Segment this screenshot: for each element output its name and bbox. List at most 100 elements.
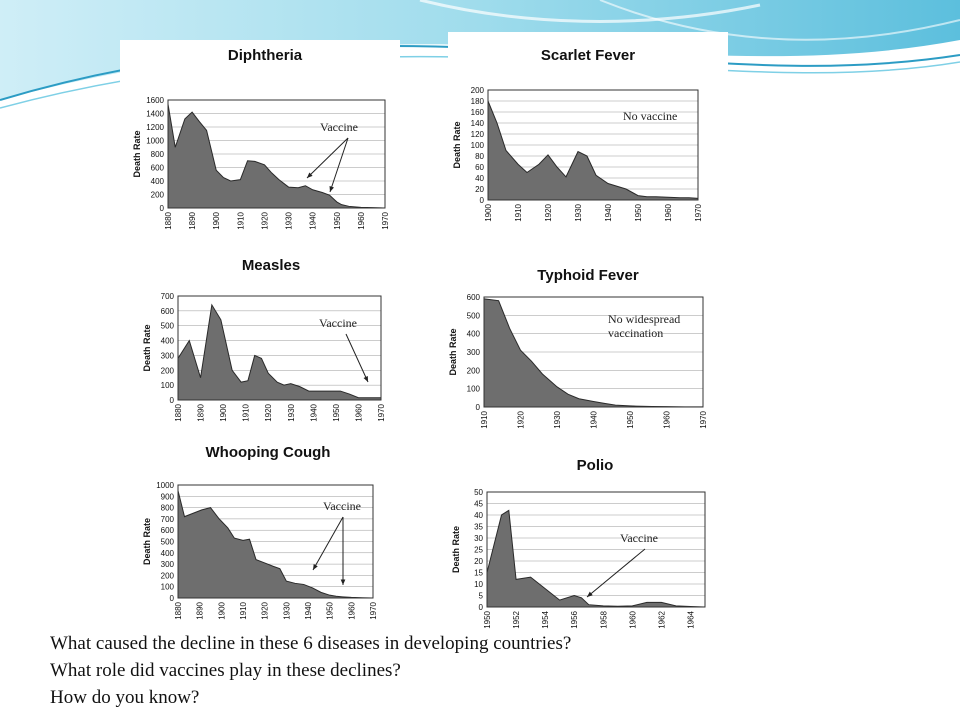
y-tick-label: 0 — [479, 603, 484, 612]
y-tick-label: 400 — [467, 330, 481, 339]
chart-title: Typhoid Fever — [537, 267, 639, 284]
y-tick-label: 160 — [471, 108, 485, 117]
x-tick-label: 1890 — [197, 403, 206, 421]
chart-annotation: Vaccine — [323, 499, 361, 513]
arrow-head — [329, 186, 334, 192]
plot-frame — [486, 491, 706, 608]
chart-typhoid-fever: Typhoid Fever 0 100 200 300 400 500 600 1910 1920… — [448, 267, 708, 429]
x-tick-label: 1910 — [514, 203, 523, 221]
y-tick-label: 100 — [467, 385, 481, 394]
y-tick-label: 0 — [480, 196, 485, 205]
y-tick-label: 10 — [474, 580, 483, 589]
x-tick-label: 1950 — [332, 403, 341, 421]
y-axis-label: Death Rate — [142, 324, 152, 371]
y-tick-label: 800 — [161, 504, 175, 513]
y-tick-label: 120 — [471, 130, 485, 139]
y-tick-label: 0 — [160, 204, 165, 213]
series-area — [177, 303, 382, 401]
x-tick-label: 1890 — [196, 601, 205, 619]
x-tick-label: 1880 — [174, 601, 183, 619]
x-tick-label: 1920 — [264, 403, 273, 421]
y-tick-label: 200 — [161, 571, 175, 580]
x-tick-label: 1960 — [663, 410, 672, 428]
y-tick-label: 400 — [151, 177, 165, 186]
chart-panel-whooping-cough: Whooping Cough 0 100 200 300 400 500 600 700 800 9… — [128, 435, 408, 630]
chart-panel-measles: Measles 0 100 200 300 400 500 600 700 1880 1890 190… — [136, 240, 416, 435]
annotation-arrow — [586, 548, 646, 598]
x-tick-label: 1952 — [512, 610, 521, 628]
plot-frame — [177, 484, 374, 599]
y-tick-label: 0 — [170, 594, 175, 603]
arrow-head — [587, 591, 593, 597]
y-tick-label: 600 — [161, 307, 175, 316]
y-tick-label: 300 — [161, 351, 175, 360]
x-tick-label: 1880 — [174, 403, 183, 421]
chart-title: Whooping Cough — [206, 444, 331, 461]
x-tick-label: 1970 — [381, 211, 390, 229]
y-tick-label: 100 — [471, 141, 485, 150]
y-tick-label: 1200 — [146, 123, 164, 132]
series-area — [486, 509, 706, 608]
y-tick-label: 50 — [474, 488, 483, 497]
x-tick-label: 1970 — [694, 203, 703, 221]
x-tick-label: 1900 — [484, 203, 493, 221]
plot-frame — [167, 99, 386, 209]
y-tick-label: 300 — [161, 560, 175, 569]
annotation-arrow — [345, 333, 369, 383]
y-axis-label: Death Rate — [142, 518, 152, 565]
plot-frame — [483, 296, 704, 408]
x-tick-label: 1960 — [628, 610, 637, 628]
y-tick-label: 20 — [474, 557, 483, 566]
chart-annotation: Vaccine — [320, 120, 358, 134]
x-tick-label: 1960 — [664, 203, 673, 221]
x-tick-label: 1950 — [333, 211, 342, 229]
y-tick-label: 15 — [474, 569, 483, 578]
x-tick-label: 1940 — [604, 203, 613, 221]
annotation-arrow — [312, 516, 344, 571]
y-tick-label: 400 — [161, 337, 175, 346]
y-tick-label: 700 — [161, 292, 175, 301]
x-tick-label: 1920 — [517, 410, 526, 428]
x-tick-label: 1954 — [541, 610, 550, 628]
question-text-block: What caused the decline in these 6 disea… — [50, 630, 930, 711]
x-tick-label: 1950 — [634, 203, 643, 221]
chart-title: Polio — [577, 457, 614, 474]
x-tick-label: 1940 — [309, 211, 318, 229]
y-tick-label: 1000 — [146, 137, 164, 146]
y-tick-label: 400 — [161, 549, 175, 558]
series-area — [487, 100, 699, 201]
chart-whooping-cough: Whooping Cough 0 100 200 300 400 500 600 700 800 9… — [142, 444, 378, 620]
x-tick-label: 1880 — [164, 211, 173, 229]
plot-frame — [487, 89, 699, 201]
plot-frame — [177, 295, 382, 401]
x-tick-label: 1964 — [686, 610, 695, 628]
x-tick-label: 1920 — [261, 601, 270, 619]
x-tick-label: 1900 — [219, 403, 228, 421]
x-tick-label: 1930 — [574, 203, 583, 221]
y-tick-label: 200 — [467, 366, 481, 375]
y-tick-label: 300 — [467, 348, 481, 357]
x-tick-label: 1950 — [626, 410, 635, 428]
x-tick-label: 1930 — [282, 601, 291, 619]
x-tick-label: 1970 — [369, 601, 378, 619]
chart-polio: Polio 0 5 10 15 20 25 30 35 40 45 50 1950 1952 1954 195… — [451, 457, 706, 629]
y-tick-label: 40 — [474, 511, 483, 520]
arrow-head — [313, 564, 318, 570]
question-line-3: How do you know? — [50, 687, 200, 708]
annotation-arrow — [329, 137, 349, 193]
arrow-head — [340, 579, 346, 585]
x-tick-label: 1960 — [347, 601, 356, 619]
x-tick-label: 1920 — [260, 211, 269, 229]
y-axis-label: Death Rate — [451, 526, 461, 573]
arrow-head — [307, 172, 313, 178]
chart-annotation: vaccination — [608, 326, 663, 340]
y-tick-label: 40 — [475, 174, 484, 183]
x-tick-label: 1956 — [570, 610, 579, 628]
x-tick-label: 1962 — [657, 610, 666, 628]
y-tick-label: 700 — [161, 515, 175, 524]
y-tick-label: 500 — [161, 538, 175, 547]
chart-annotation: Vaccine — [620, 531, 658, 545]
y-tick-label: 200 — [151, 191, 165, 200]
x-tick-label: 1960 — [357, 211, 366, 229]
y-tick-label: 900 — [161, 492, 175, 501]
